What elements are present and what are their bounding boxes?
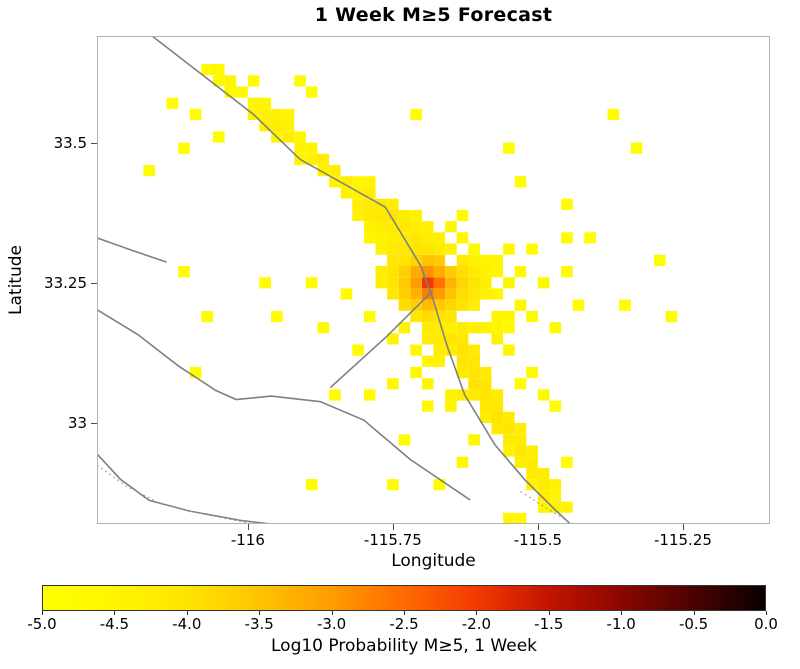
colorbar-tick-label: -1.0 — [606, 615, 636, 633]
colorbar-tick-mark — [42, 611, 43, 615]
x-tick-mark — [247, 524, 249, 530]
colorbar-tick-label: -5.0 — [27, 615, 57, 633]
colorbar-tick-mark — [693, 611, 695, 615]
colorbar-tick-label: -4.5 — [99, 615, 130, 633]
x-tick-mark — [682, 524, 684, 530]
main-fault — [151, 36, 571, 524]
y-tick-label: 33 — [67, 414, 87, 433]
branch-fault — [329, 290, 433, 389]
fault-lines — [97, 36, 573, 524]
x-axis-label: Longitude — [391, 551, 476, 571]
west-upper-fault — [97, 237, 167, 263]
heatmap-cells — [143, 64, 678, 524]
colorbar-tick-label: -4.0 — [172, 615, 202, 633]
x-tick-label: -115.5 — [513, 531, 563, 549]
x-tick-label: -116 — [230, 531, 265, 549]
heatmap-canvas — [97, 36, 770, 524]
west-long-fault — [97, 309, 471, 501]
colorbar-tick-label: 0.0 — [754, 615, 778, 633]
colorbar-tick-label: -3.5 — [244, 615, 274, 633]
chart-title: 1 Week M≥5 Forecast — [314, 4, 553, 26]
x-tick-label: -115.75 — [363, 531, 422, 549]
colorbar-label: Log10 Probability M≥5, 1 Week — [271, 636, 537, 656]
colorbar-gradient — [42, 585, 766, 611]
map-plot-area — [97, 36, 770, 524]
y-tick-mark — [91, 423, 97, 425]
y-tick-label: 33.25 — [44, 273, 87, 292]
y-tick-mark — [91, 282, 97, 284]
colorbar-tick-label: -1.5 — [534, 615, 564, 633]
colorbar-tick-mark — [186, 611, 188, 615]
y-axis-label: Latitude — [6, 245, 26, 315]
colorbar-tick-mark — [114, 611, 116, 615]
colorbar-tick-mark — [259, 611, 261, 615]
x-tick-mark — [537, 524, 539, 530]
colorbar-tick-label: -2.5 — [389, 615, 419, 633]
colorbar-tick-label: -3.0 — [316, 615, 347, 633]
southeast-dotted — [520, 491, 573, 524]
coast-dotted — [97, 464, 254, 524]
x-tick-label: -115.25 — [654, 531, 712, 549]
colorbar-tick-mark — [766, 611, 767, 615]
coast-line — [97, 453, 272, 524]
y-tick-mark — [91, 142, 97, 144]
colorbar-tick-mark — [404, 611, 405, 615]
colorbar-tick-mark — [331, 611, 333, 615]
y-tick-label: 33.5 — [53, 133, 87, 152]
colorbar-tick-mark — [476, 611, 478, 615]
colorbar-ticks: -5.0 -4.5 -4.0 -3.5 -3.0 -2.5 -2.0 -1.5 -1.0 -0.5… — [27, 611, 778, 635]
colorbar-tick-mark — [621, 611, 623, 615]
x-tick-mark — [392, 524, 394, 530]
colorbar-tick-mark — [548, 611, 550, 615]
colorbar-tick-label: -0.5 — [678, 615, 709, 633]
plot-border — [97, 36, 770, 524]
colorbar-tick-label: -2.0 — [461, 615, 492, 633]
